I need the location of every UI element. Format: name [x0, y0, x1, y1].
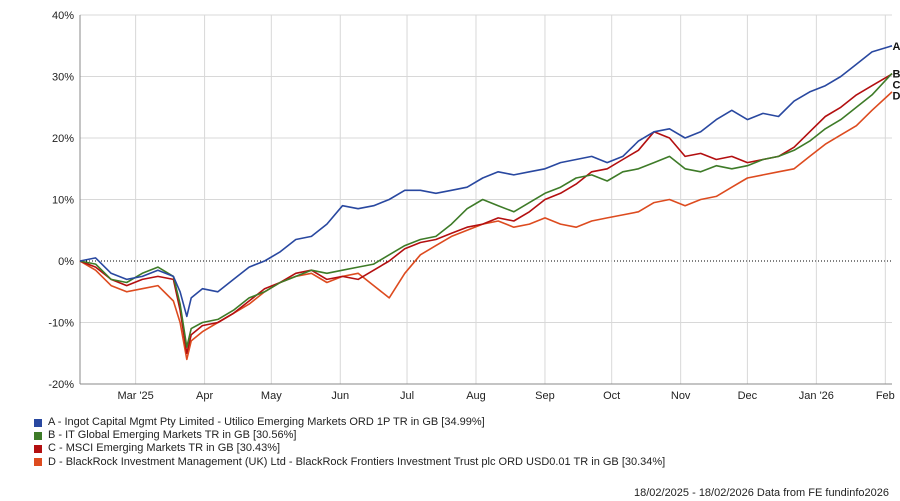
legend-swatch-c [34, 445, 42, 453]
legend-swatch-a [34, 418, 42, 427]
series-end-label-c: C [893, 79, 900, 91]
x-tick-label: Dec [738, 390, 758, 402]
series-line-c [79, 73, 893, 355]
legend-label-c: C - MSCI Emerging Markets TR in GB [30.4… [48, 442, 281, 455]
y-tick-label: 0% [58, 256, 74, 268]
x-tick-label: May [261, 390, 282, 402]
legend-item-c: C - MSCI Emerging Markets TR in GB [30.4… [34, 442, 665, 455]
series-end-labels: A BCD [893, 41, 900, 103]
series-line-a [79, 45, 893, 318]
y-tick-label: 40% [52, 10, 74, 22]
line-chart: -20% -10% 0% 10% 20% 30% 40% Mar '25 Apr May Jun Ju… [48, 10, 900, 402]
legend-item-d: D - BlackRock Investment Management (UK)… [34, 456, 665, 469]
y-tick-label: -10% [48, 318, 74, 330]
x-tick-label: Oct [603, 390, 620, 402]
series-line-b [79, 72, 893, 348]
legend-label-d: D - BlackRock Investment Management (UK)… [48, 455, 666, 468]
x-tick-label: Nov [671, 390, 691, 402]
series-line-d [79, 91, 893, 361]
x-tick-label: Jan '26 [799, 390, 834, 402]
legend-swatch-d [34, 458, 42, 467]
x-tick-label: Jul [400, 390, 414, 402]
legend: A - Ingot Capital Mgmt Pty Limited - Uti… [34, 416, 665, 469]
y-tick-label: 30% [52, 72, 74, 84]
legend-label-a: A - Ingot Capital Mgmt Pty Limited - Uti… [48, 416, 485, 428]
x-tick-label: Sep [535, 390, 555, 402]
legend-item-b: B - IT Global Emerging Markets TR in GB … [34, 429, 665, 442]
x-tick-label: Jun [331, 390, 349, 402]
series-end-label-b: B [893, 68, 900, 80]
x-tick-label: Mar '25 [117, 390, 153, 402]
y-tick-label: 20% [52, 133, 74, 145]
series-end-label-a: A [893, 41, 900, 53]
x-tick-label: Feb [876, 390, 895, 402]
y-tick-label: -20% [48, 379, 74, 391]
y-tick-label: 10% [52, 195, 74, 207]
x-tick-label: Aug [466, 390, 486, 402]
legend-item-a: A - Ingot Capital Mgmt Pty Limited - Uti… [34, 416, 665, 429]
series-lines [79, 45, 893, 361]
axes: -20% -10% 0% 10% 20% 30% 40% Mar '25 Apr May Jun Ju… [48, 10, 894, 402]
legend-label-b: B - IT Global Emerging Markets TR in GB … [48, 429, 297, 442]
date-range-source: 18/02/2025 - 18/02/2026 Data from FE fun… [633, 487, 889, 499]
grid-lines [80, 14, 892, 385]
x-tick-label: Apr [196, 390, 213, 402]
legend-swatch-b [34, 431, 42, 440]
series-end-label-d: D [893, 90, 900, 102]
